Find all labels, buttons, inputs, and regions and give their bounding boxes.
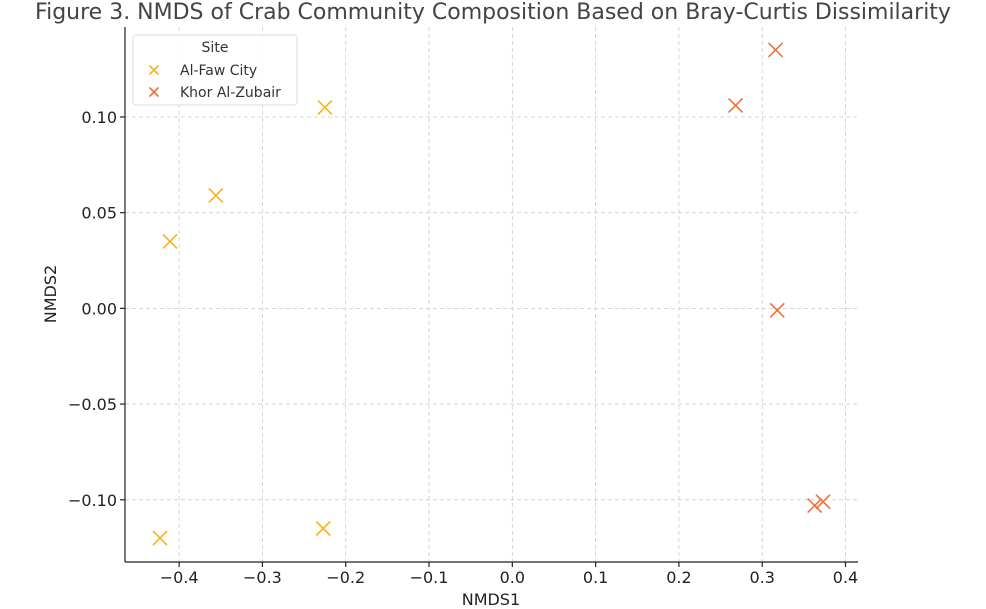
series-0 — [152, 99, 333, 546]
legend: Site Al-Faw City Khor Al-Zubair — [132, 34, 298, 106]
legend-box — [132, 34, 298, 106]
x-tick-label: −0.3 — [243, 568, 282, 587]
chart-title: Figure 3. NMDS of Crab Community Composi… — [35, 0, 951, 25]
x-tick-label: 0.3 — [749, 568, 774, 587]
data-point — [815, 494, 831, 510]
y-tick-label: 0.00 — [81, 299, 117, 318]
grid-layer — [125, 27, 858, 562]
data-point — [152, 530, 168, 546]
legend-marker-icon — [148, 86, 160, 98]
y-tick-label: 0.10 — [81, 108, 117, 127]
data-point — [162, 233, 178, 249]
x-tick-label: 0.2 — [666, 568, 691, 587]
x-tick-label: −0.4 — [160, 568, 199, 587]
data-point — [208, 187, 224, 204]
data-point — [807, 497, 823, 514]
x-tick-label: −0.1 — [410, 568, 449, 587]
y-tick-label: 0.05 — [81, 204, 117, 223]
axes-layer: −0.4 −0.3 −0.2 −0.1 0.0 0.1 0.2 0.3 0.4 −0.10 −0.0… — [68, 27, 858, 587]
data-point — [769, 302, 785, 318]
x-axis-label: NMDS1 — [462, 590, 520, 605]
legend-entry-label: Khor Al-Zubair — [180, 85, 281, 101]
data-point — [767, 42, 784, 58]
y-tick-label: −0.10 — [68, 491, 117, 510]
x-tick-label: 0.4 — [833, 568, 858, 587]
data-point — [315, 520, 331, 537]
data-point — [317, 99, 333, 115]
series-1 — [727, 42, 831, 514]
legend-title: Site — [202, 40, 229, 56]
legend-entry-label: Al-Faw City — [180, 63, 257, 79]
points-layer — [152, 42, 831, 546]
data-point — [727, 97, 744, 114]
y-axis-label: NMDS2 — [41, 265, 60, 323]
x-tick-label: −0.2 — [326, 568, 365, 587]
x-tick-label: 0.0 — [500, 568, 525, 587]
legend-marker-icon — [148, 64, 160, 76]
y-tick-label: −0.05 — [68, 395, 117, 414]
x-tick-label: 0.1 — [583, 568, 608, 587]
